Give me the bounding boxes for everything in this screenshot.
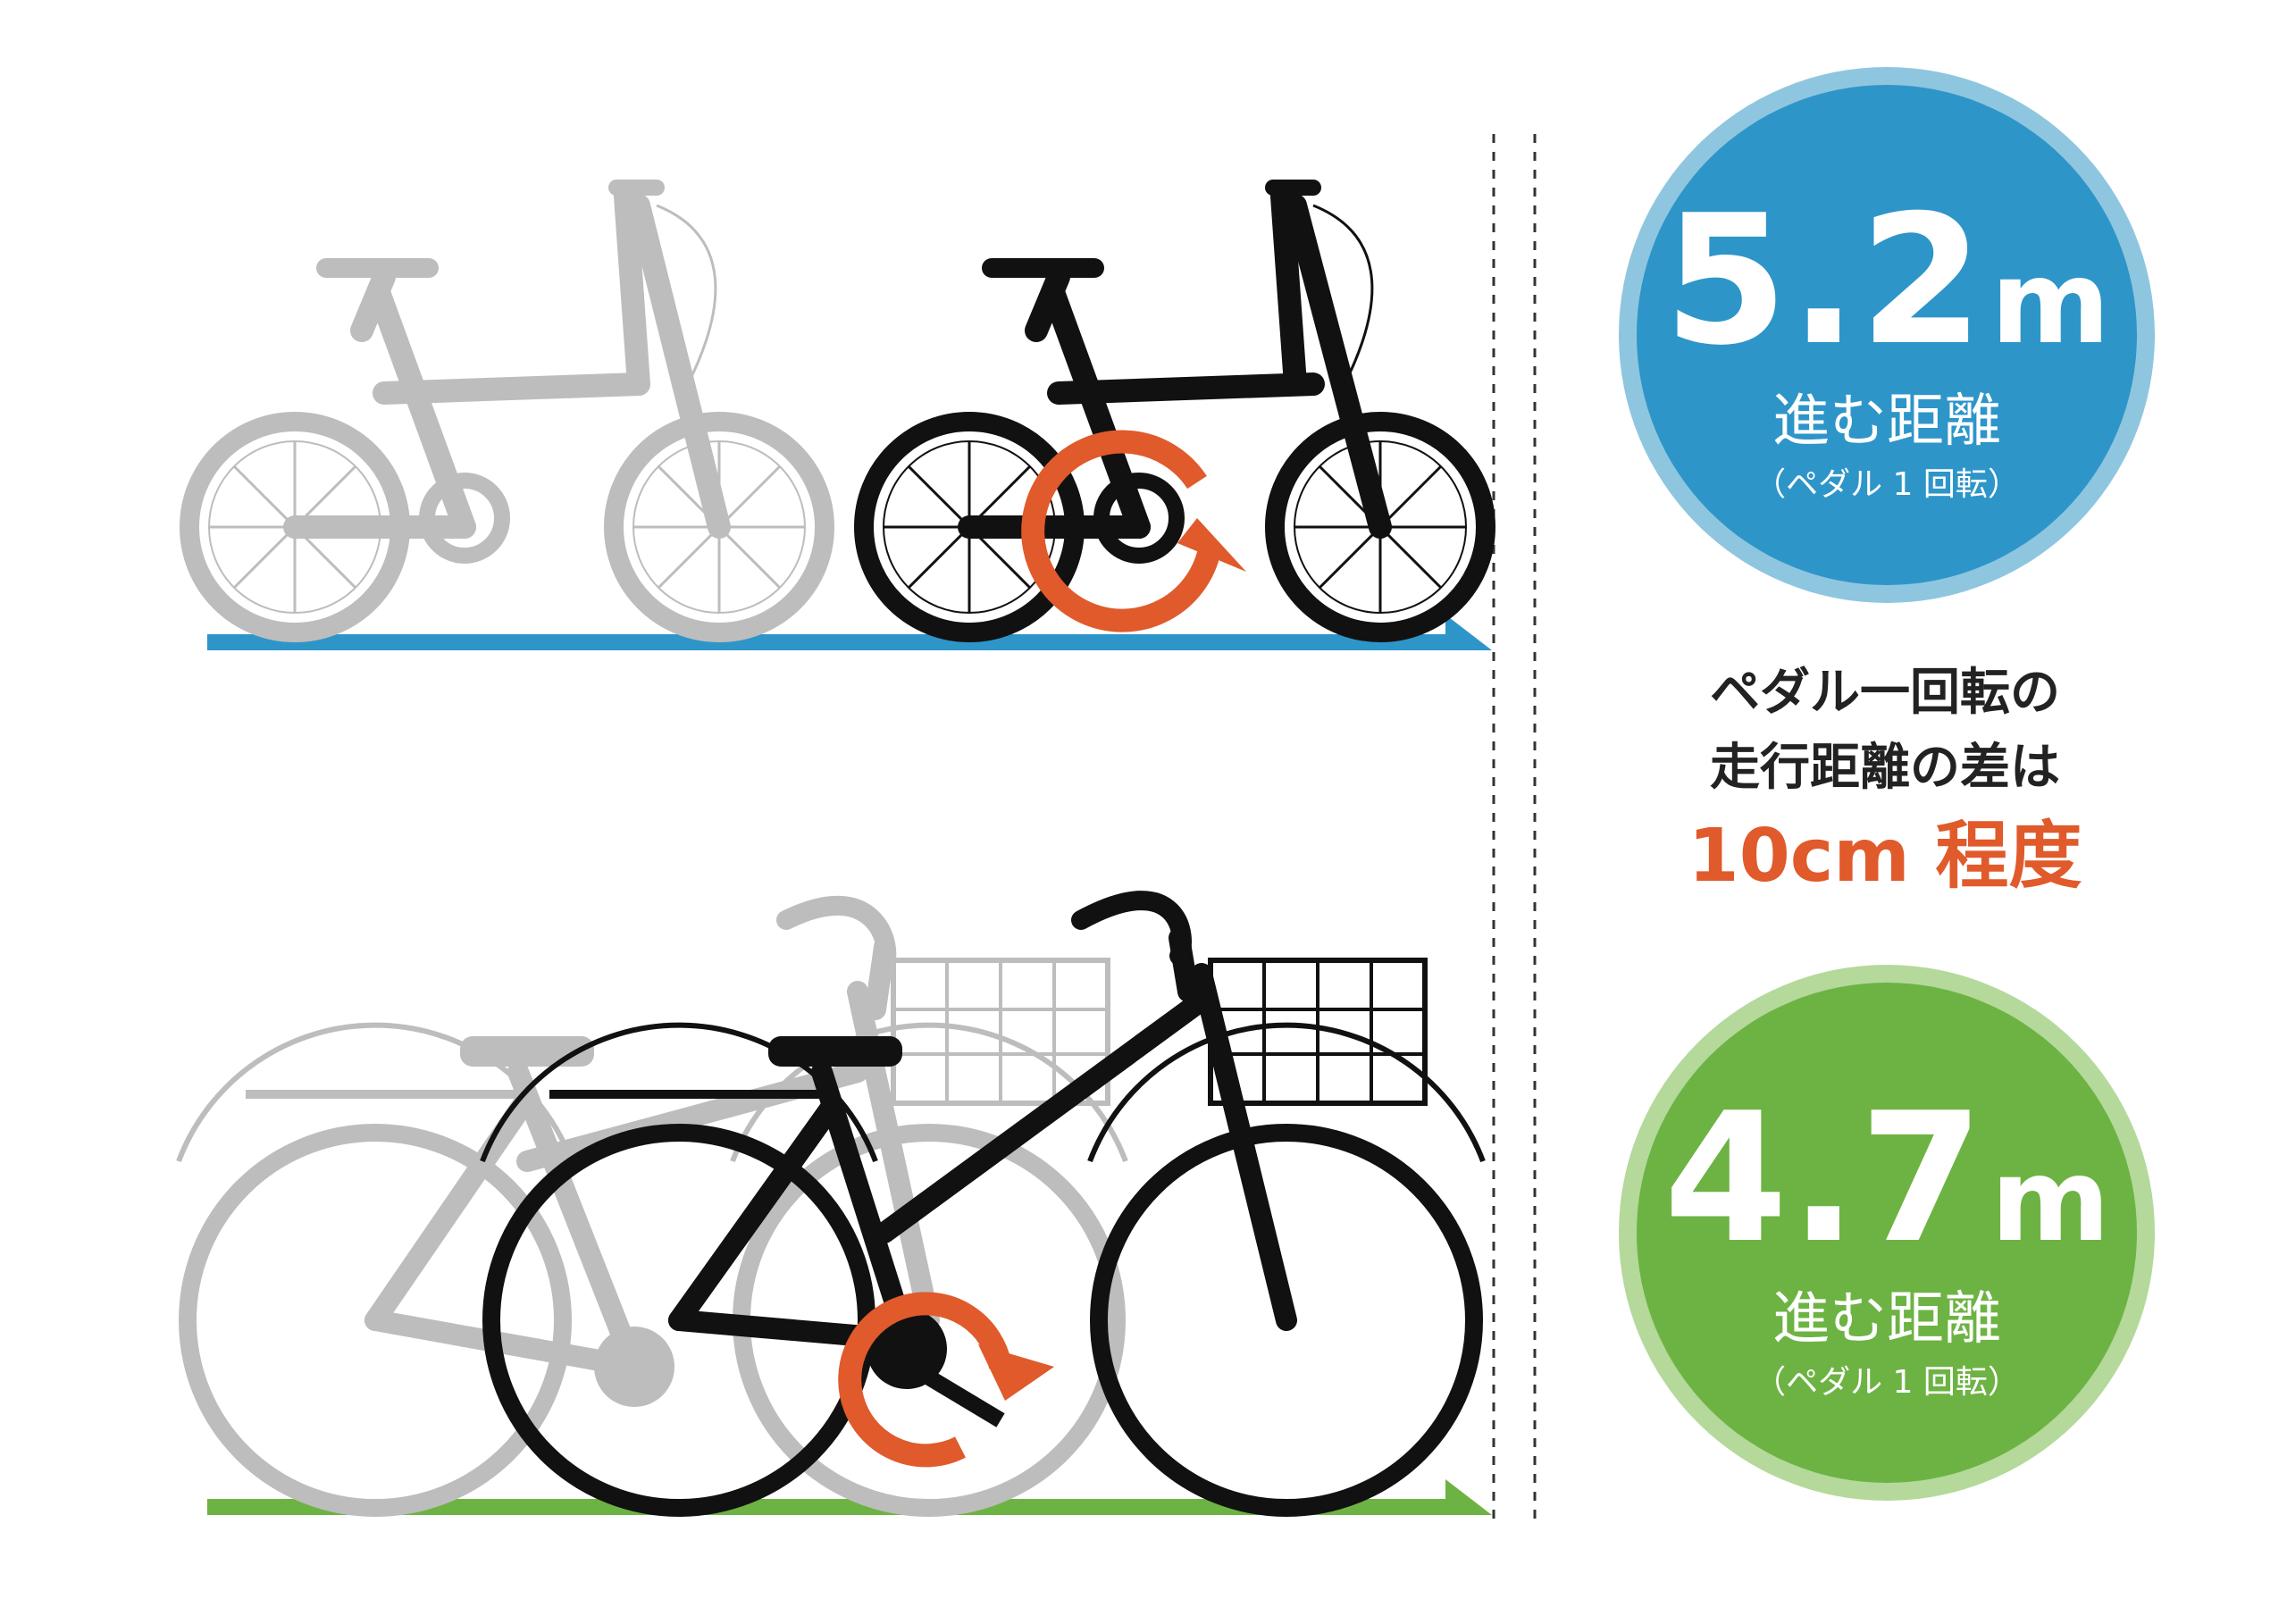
- difference-note-highlight: 10cm 程度: [1688, 814, 2082, 899]
- distance-sublabel-top: （ペダル 1 回転）: [1754, 466, 2020, 503]
- city-bike-icon: [480, 891, 1486, 1517]
- distance-circle-bottom: [1619, 965, 2155, 1501]
- distance-unit-bottom: m: [1990, 1134, 2110, 1268]
- distance-number-top: 5.2: [1663, 177, 1986, 385]
- distance-value-bottom: 4.7m: [1619, 1090, 2155, 1268]
- distance-circle-top: [1619, 67, 2155, 603]
- ground-arrow-top: [207, 615, 1492, 650]
- distance-value-top: 5.2m: [1619, 192, 2155, 371]
- pedal-rotation-icon-bottom: [838, 1292, 1054, 1468]
- distance-circle-bottom-text: 4.7m 進む距離 （ペダル 1 回転）: [1619, 965, 2155, 1501]
- folding-bike-icon: [854, 180, 1495, 642]
- distance-number-bottom: 4.7: [1663, 1075, 1986, 1283]
- distance-circle-top-text: 5.2m 進む距離 （ペダル 1 回転）: [1619, 67, 2155, 603]
- difference-note-line2: 走行距離の差は: [1710, 739, 2060, 797]
- pedal-rotation-icon: [1021, 430, 1246, 632]
- distance-unit-top: m: [1990, 237, 2110, 370]
- distance-label-bottom: 進む距離: [1772, 1286, 2001, 1352]
- distance-sublabel-bottom: （ペダル 1 回転）: [1754, 1364, 2020, 1401]
- ground-arrow-bottom: [207, 1479, 1492, 1515]
- distance-label-top: 進む距離: [1772, 389, 2001, 455]
- folding-bike-ghost-icon: [180, 180, 834, 642]
- difference-note-line1: ペダル一回転の: [1710, 664, 2060, 722]
